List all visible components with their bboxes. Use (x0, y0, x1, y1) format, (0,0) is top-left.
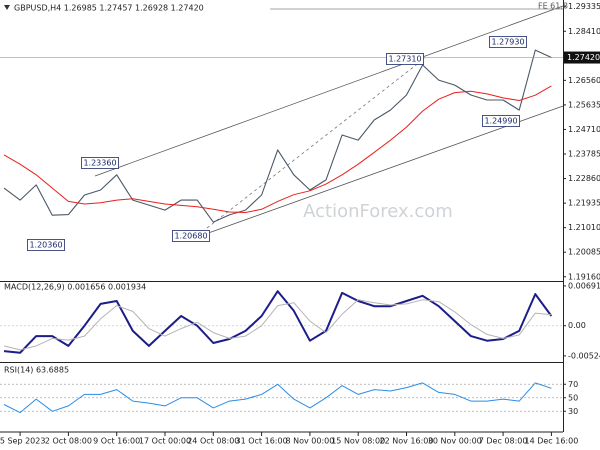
drawing-layer (94, 5, 564, 237)
watermark: ActionForex.com (303, 201, 453, 222)
y-tick-label: 1.19160 (568, 272, 600, 281)
macd-title: MACD(12,26,9) 0.001656 0.001934 (4, 283, 146, 292)
price-label-box (386, 53, 424, 65)
price-label: 1.20360 (29, 241, 62, 250)
series-line (3, 85, 552, 213)
y-tick-label: 1.25635 (568, 100, 600, 109)
price-label-box (489, 36, 527, 48)
price-title: GBPUSD,H4 1.26985 1.27457 1.26928 1.2742… (14, 4, 204, 13)
series-line (3, 382, 552, 414)
series-line (3, 299, 552, 351)
x-tick-label: 8 Nov 00:00 (285, 437, 334, 446)
y-tick-label: -0.005241 (568, 351, 600, 360)
y-tick-label: 1.26560 (568, 76, 600, 85)
menu-icon (4, 5, 10, 10)
channel-upper (94, 5, 564, 177)
x-tick-label: 9 Oct 16:00 (93, 437, 140, 446)
y-tick-label: 50 (568, 393, 578, 402)
price-label: 1.23360 (83, 159, 116, 168)
x-tick-label: 31 Oct 16:00 (236, 437, 288, 446)
y-tick-label: 1.20085 (568, 248, 600, 257)
y-tick-label: 70 (568, 380, 578, 389)
last-price-label: 1.27420 (567, 53, 600, 62)
y-tick-label: 0.006915 (568, 281, 600, 290)
x-tick-label: 30 Nov 00:00 (428, 437, 482, 446)
y-tick-label: 0.00 (568, 321, 586, 330)
x-tick-label: 22 Nov 16:00 (380, 437, 434, 446)
y-tick-label: 1.21010 (568, 223, 600, 232)
y-tick-label: 1.22860 (568, 174, 600, 183)
price-label: 1.24990 (484, 117, 517, 126)
level-label: FE 61.8 (538, 2, 568, 11)
x-tick-label: 7 Dec 08:00 (479, 437, 528, 446)
price-label: 1.20680 (174, 232, 207, 241)
series-line (3, 49, 552, 223)
x-tick-label: 15 Nov 08:00 (331, 437, 385, 446)
x-tick-label: 2 Oct 08:00 (45, 437, 92, 446)
channel-lower (199, 105, 564, 237)
y-tick-label: 1.23785 (568, 150, 600, 159)
last-price-box (564, 51, 600, 64)
series-line (3, 290, 553, 354)
x-tick-label: 14 Dec 16:00 (524, 437, 578, 446)
price-label-box (482, 115, 520, 127)
price-label: 1.27930 (491, 38, 524, 47)
price-label: 1.27310 (388, 55, 421, 64)
y-tick-label: 30 (568, 407, 578, 416)
x-tick-label: 25 Sep 2023 (0, 437, 45, 446)
y-tick-label: 1.21935 (568, 199, 600, 208)
y-tick-label: 1.28410 (568, 27, 600, 36)
fibo-line (206, 57, 426, 229)
rsi-title: RSI(14) 63.6885 (4, 366, 69, 375)
price-label-box (27, 239, 65, 251)
y-tick-label: 1.29335 (568, 2, 600, 11)
price-label-box (81, 157, 119, 169)
x-tick-label: 17 Oct 00:00 (139, 437, 191, 446)
y-tick-label: 1.24710 (568, 125, 600, 134)
price-label-box (172, 230, 210, 242)
x-tick-label: 24 Oct 08:00 (187, 437, 239, 446)
